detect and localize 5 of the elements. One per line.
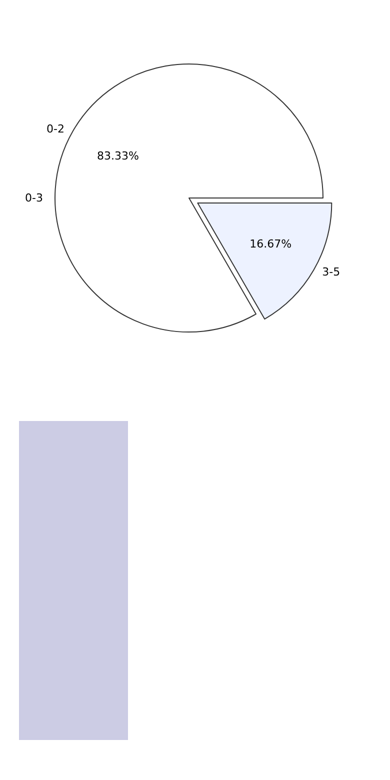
- category-label: 0-3: [25, 192, 43, 204]
- data-label: 83.33%: [97, 149, 140, 162]
- slice-label: 3-5: [322, 266, 340, 279]
- data-label: 16.67%: [250, 238, 292, 251]
- slice-label: 0-2: [46, 122, 64, 136]
